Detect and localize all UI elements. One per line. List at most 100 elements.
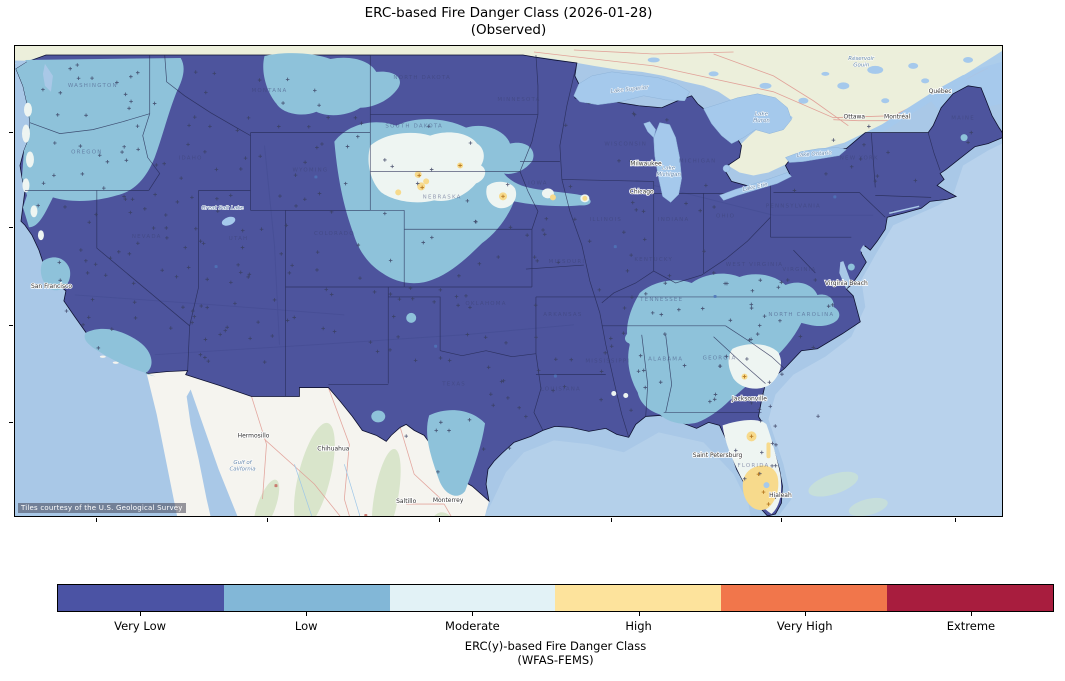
city-label: Montréal — [884, 114, 911, 121]
state-label: IDAHO — [179, 156, 203, 162]
y-axis-tick — [9, 422, 13, 423]
colorbar-axis-label-line1: ERC(y)-based Fire Danger Class — [464, 639, 647, 653]
state-label: FLORIDA — [738, 463, 770, 469]
state-label: TEXAS — [441, 382, 466, 388]
canada-land — [15, 46, 1002, 176]
colorbar-axis-label-line2: (WFAS-FEMS) — [517, 653, 594, 667]
state-label: NEW YORK — [840, 156, 879, 162]
lake-michigan — [653, 122, 682, 203]
x-axis-tick — [267, 518, 268, 522]
bahama-bank — [808, 471, 859, 497]
us-faint-roads — [74, 145, 874, 356]
colorbar-tick — [140, 612, 142, 616]
bahama-bank — [848, 497, 888, 516]
x-axis-tick — [955, 518, 956, 522]
lake-st-clair — [722, 164, 731, 173]
water-label: Great Salt Lake — [201, 205, 244, 211]
state-label: MISSISSIPPI — [585, 359, 630, 365]
figure-title: ERC-based Fire Danger Class (2026-01-28)… — [14, 5, 1003, 39]
state-label: ARKANSAS — [543, 312, 582, 318]
water-label: Gouin — [853, 62, 870, 68]
state-label: COLORADO — [314, 231, 355, 237]
lake-superior — [573, 71, 690, 106]
mexico-layer — [99, 355, 490, 516]
state-label: UTAH — [229, 236, 249, 242]
state-label: SOUTH DAKOTA — [385, 124, 443, 130]
city-label: Ottawa — [843, 114, 865, 121]
colorbar-tick — [472, 612, 474, 616]
lake-huron — [703, 93, 792, 144]
state-label: WISCONSIN — [604, 142, 647, 148]
colorbar-axis-label: ERC(y)-based Fire Danger Class (WFAS-FEM… — [57, 639, 1054, 667]
x-axis-tick — [611, 518, 612, 522]
legend-label-extreme: Extreme — [946, 619, 996, 633]
x-axis-tick — [439, 518, 440, 522]
city-label: Monterrey — [433, 497, 464, 504]
legend-segment-moderate — [389, 585, 556, 611]
y-axis-tick — [9, 227, 13, 228]
state-label: TENNESSEE — [639, 297, 683, 303]
state-label: MINNESOTA — [497, 97, 540, 103]
legend-label-very-high: Very High — [776, 619, 833, 633]
y-axis-tick — [9, 132, 13, 133]
state-borders — [24, 54, 941, 438]
lake-okeechobee — [763, 482, 770, 489]
figure-title-line2: (Observed) — [470, 22, 547, 38]
great-lakes-layer — [42, 63, 920, 289]
city-label: Québec — [929, 88, 952, 95]
delaware-bay — [860, 245, 870, 258]
fire-danger-colorbar — [57, 584, 1054, 612]
state-label: ALABAMA — [648, 357, 683, 363]
us-fire-danger-overlay — [15, 53, 1002, 516]
water-label: Lake — [755, 112, 769, 118]
state-label: OHIO — [716, 213, 735, 219]
state-label: MICHIGAN — [679, 159, 717, 165]
water-label: Huron — [753, 118, 770, 124]
long-island-sound — [889, 205, 920, 215]
channel-island — [99, 355, 106, 358]
city-label: San Francisco — [31, 283, 72, 290]
atlantic-shelf — [768, 140, 1002, 516]
state-label: WEST VIRGINIA — [726, 262, 783, 268]
water-label: Lake Superior — [611, 85, 650, 95]
state-label: NEVADA — [132, 234, 162, 240]
station-markers — [36, 63, 974, 499]
colorbar-tick — [970, 612, 972, 616]
state-label: NORTH DAKOTA — [393, 75, 451, 81]
city-label: Virginia Beach — [825, 280, 868, 287]
highway-shields — [214, 115, 895, 516]
water-label: Réservoir — [848, 55, 875, 62]
state-label: MONTANA — [251, 88, 287, 94]
water-label: Michigan — [656, 172, 681, 178]
state-label: VIRGINIA — [782, 267, 816, 273]
state-label: IOWA — [528, 180, 548, 186]
high-station-markers — [417, 163, 771, 506]
water-label: Lake — [662, 165, 676, 171]
lake-ontario — [785, 147, 847, 163]
state-label: MAINE — [951, 116, 975, 122]
gulf-shelf — [484, 432, 751, 516]
state-name-labels: WASHINGTON OREGON IDAHO MONTANA WYOMING NEVAD… — [68, 75, 975, 469]
city-label: Hermosillo — [238, 432, 270, 439]
green-bay — [643, 121, 656, 139]
great-salt-lake — [221, 216, 236, 226]
state-label: INDIANA — [658, 217, 690, 223]
lake-erie — [719, 172, 792, 201]
water-label: California — [229, 467, 255, 473]
figure-title-line1: ERC-based Fire Danger Class (2026-01-28) — [364, 5, 653, 21]
moderate-regions — [21, 102, 782, 515]
colorbar-tick — [804, 612, 806, 616]
map-axes: WASHINGTON OREGON IDAHO MONTANA WYOMING NEVAD… — [14, 45, 1003, 517]
state-label: OKLAHOMA — [465, 301, 506, 307]
map-canvas: WASHINGTON OREGON IDAHO MONTANA WYOMING NEVAD… — [15, 46, 1002, 516]
state-label: NORTH CAROLINA — [768, 312, 834, 318]
mexico-vegetation — [253, 422, 459, 516]
y-axis-tick — [9, 325, 13, 326]
city-label: Saltillo — [396, 498, 416, 505]
state-label: NEBRASKA — [423, 194, 462, 200]
state-label: WYOMING — [292, 167, 328, 173]
legend-label-high: High — [625, 619, 652, 633]
city-label: Chicago — [630, 188, 654, 195]
x-axis-tick — [781, 518, 782, 522]
